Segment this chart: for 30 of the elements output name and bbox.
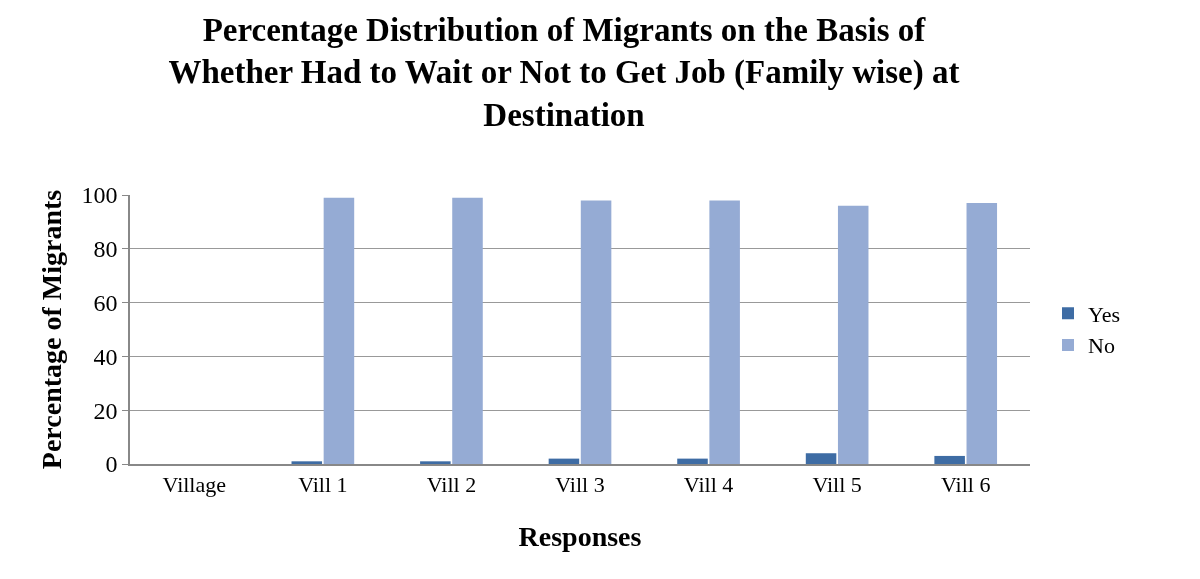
y-tick-label: 100 (81, 182, 118, 209)
bar (677, 458, 708, 464)
x-tick-label: Vill 1 (298, 472, 348, 498)
bar (709, 200, 740, 464)
legend-label: Yes (1088, 301, 1121, 327)
x-tick-label: Vill 6 (941, 472, 991, 498)
bar (934, 455, 965, 464)
chart-title: Percentage Distribution of Migrants on the Basis of Whether Had to Wait or Not to Get Job (Family wise) at Destination (168, 11, 960, 134)
y-tick-label: 80 (93, 236, 118, 263)
bar (805, 453, 837, 464)
x-tick-label: Vill 5 (812, 472, 862, 498)
x-tick-label: Village (162, 472, 227, 498)
bar (452, 197, 483, 464)
bar (580, 200, 612, 464)
y-tick-label: 60 (93, 290, 118, 316)
bar (420, 461, 451, 464)
y-tick-label: 0 (105, 451, 118, 478)
x-tick-label: Vill 2 (426, 472, 477, 498)
bar (837, 205, 869, 464)
bar (548, 458, 580, 464)
y-axis-title: Percentage of Migrants (35, 189, 67, 470)
x-axis-title: Responses (518, 520, 642, 552)
legend-label: No (1088, 333, 1115, 359)
bar (291, 461, 323, 464)
x-tick-label: Vill 4 (683, 472, 734, 498)
bar (323, 197, 355, 464)
y-tick-label: 20 (93, 397, 118, 424)
bar (966, 203, 998, 464)
x-tick-label: Vill 3 (555, 472, 605, 498)
y-tick-label: 40 (93, 343, 118, 370)
